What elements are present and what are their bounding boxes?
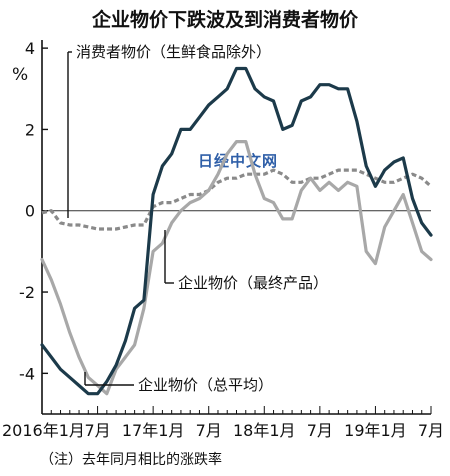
x-ticks: 2016年1月 7月 17年1月 7月 18年1月 7月 19年1月 7月 xyxy=(2,406,444,440)
footnote: （注）去年同月相比的涨跌率 xyxy=(40,451,222,468)
y-tick-label: 2 xyxy=(25,120,35,139)
y-tick-label: -4 xyxy=(19,364,35,383)
x-tick-label: 7月 xyxy=(84,421,110,440)
watermark: 日经中文网 xyxy=(198,152,278,170)
x-tick-label: 7月 xyxy=(307,421,333,440)
chart-title: 企业物价下跌波及到消费者物价 xyxy=(91,8,359,31)
annotation-label: 企业物价（总平均） xyxy=(138,376,273,394)
series-line-3 xyxy=(40,66,433,396)
x-tick-label: 19年1月 xyxy=(344,421,407,440)
x-tick-label: 17年1月 xyxy=(122,421,185,440)
annotations-group: 消费者物价（生鲜食品除外） 企业物价（最终产品） 企业物价（总平均） xyxy=(67,43,328,394)
y-tick-label: 0 xyxy=(25,202,35,221)
annotation-label: 消费者物价（生鲜食品除外） xyxy=(76,43,271,61)
x-tick-label: 2016年1月 xyxy=(2,421,85,440)
x-tick-label: 7月 xyxy=(418,421,444,440)
y-tick-label: -2 xyxy=(19,283,35,302)
y-unit-label: % xyxy=(12,65,28,85)
x-tick-label: 18年1月 xyxy=(233,421,296,440)
series-line-1 xyxy=(41,168,433,231)
series-line-2 xyxy=(40,140,433,396)
series-group xyxy=(40,66,433,396)
y-ticks: 4 2 0 -2 -4 xyxy=(19,39,48,383)
annotation-label: 企业物价（最终产品） xyxy=(178,274,328,292)
y-tick-label: 4 xyxy=(25,39,35,58)
x-tick-label: 7月 xyxy=(196,421,222,440)
